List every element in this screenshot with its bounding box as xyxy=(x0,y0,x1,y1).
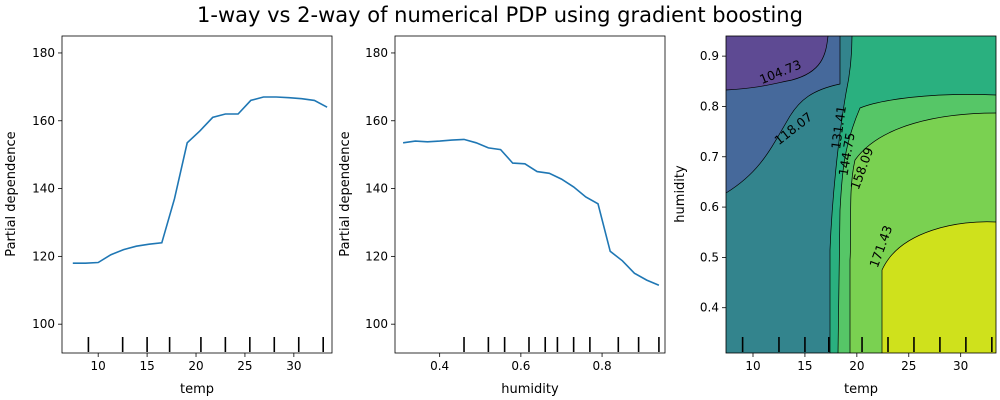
y-axis-label: Partial dependence xyxy=(4,131,19,256)
y-tick-label: 160 xyxy=(365,114,388,128)
x-tick-label: 15 xyxy=(797,359,812,373)
plot-area xyxy=(402,138,660,352)
y-tick-label: 0.9 xyxy=(700,49,719,63)
x-tick-label: 20 xyxy=(849,359,864,373)
y-tick-label: 120 xyxy=(32,249,55,263)
plot-area xyxy=(72,96,328,352)
y-tick-label: 0.7 xyxy=(700,150,719,164)
x-tick-label: 10 xyxy=(745,359,760,373)
x-tick-label: 10 xyxy=(91,359,106,373)
x-axis-ticks: 10 15 20 25 30 xyxy=(91,353,301,373)
contour-line-118 xyxy=(726,36,841,194)
pdp-panel-temp: 10 15 20 25 30 100 120 140 160 180 temp Partial … xyxy=(4,35,333,397)
x-axis-label: temp xyxy=(844,382,878,397)
x-tick-label: 25 xyxy=(901,359,916,373)
axes-frame xyxy=(394,35,666,354)
x-tick-label: 0.6 xyxy=(511,359,530,373)
pdp-panel-temp-humidity: 104.73 118.07 131.41 144.75 158.09 171.4… xyxy=(673,35,997,397)
y-tick-label: 100 xyxy=(32,317,55,331)
x-tick-label: 0.8 xyxy=(593,359,612,373)
pdp-line-series xyxy=(402,138,660,286)
contour-line-131 xyxy=(829,36,853,353)
contour-plot: 104.73 118.07 131.41 144.75 158.09 171.4… xyxy=(726,36,996,353)
pdp-line-series xyxy=(72,96,328,265)
axes-frame xyxy=(61,35,333,354)
y-tick-label: 160 xyxy=(32,114,55,128)
axes-frame xyxy=(725,35,997,354)
contour-line-104 xyxy=(726,36,829,91)
x-tick-label: 0.4 xyxy=(430,359,449,373)
y-tick-label: 140 xyxy=(365,182,388,196)
y-axis-ticks: 100 120 140 160 180 xyxy=(32,46,62,331)
y-tick-label: 140 xyxy=(32,182,55,196)
x-axis-ticks: 10 15 20 25 30 xyxy=(745,353,968,373)
y-tick-label: 180 xyxy=(365,46,388,60)
y-tick-label: 100 xyxy=(365,317,388,331)
contour-fill-level-0 xyxy=(726,36,828,90)
contour-line-144 xyxy=(837,94,996,353)
contour-line-158 xyxy=(849,112,996,353)
rug-marks xyxy=(741,337,993,352)
y-tick-label: 0.8 xyxy=(700,99,719,113)
y-axis-ticks: 0.4 0.5 0.6 0.7 0.8 0.9 xyxy=(700,49,726,315)
x-tick-label: 30 xyxy=(953,359,968,373)
y-axis-label: humidity xyxy=(673,165,688,223)
x-axis-label: humidity xyxy=(501,382,559,397)
figure-title: 1-way vs 2-way of numerical PDP using gr… xyxy=(197,3,803,27)
y-tick-label: 180 xyxy=(32,46,55,60)
contour-lines xyxy=(726,36,996,353)
x-tick-label: 20 xyxy=(188,359,203,373)
y-axis-label: Partial dependence xyxy=(338,131,353,256)
x-tick-label: 15 xyxy=(139,359,154,373)
x-axis-ticks: 0.4 0.6 0.8 xyxy=(430,353,612,373)
x-tick-label: 30 xyxy=(286,359,301,373)
y-tick-label: 0.4 xyxy=(700,301,719,315)
y-axis-ticks: 100 120 140 160 180 xyxy=(365,46,395,331)
contour-label-144: 144.75 xyxy=(835,131,857,177)
contour-line-171 xyxy=(881,221,996,353)
x-axis-label: temp xyxy=(180,382,214,397)
pdp-panel-humidity: 0.4 0.6 0.8 100 120 140 160 180 humidity Parti… xyxy=(338,35,666,397)
y-tick-label: 0.6 xyxy=(700,200,719,214)
y-tick-label: 120 xyxy=(365,249,388,263)
y-tick-label: 0.5 xyxy=(700,250,719,264)
contour-label-131: 131.41 xyxy=(828,105,849,150)
x-tick-label: 25 xyxy=(237,359,252,373)
